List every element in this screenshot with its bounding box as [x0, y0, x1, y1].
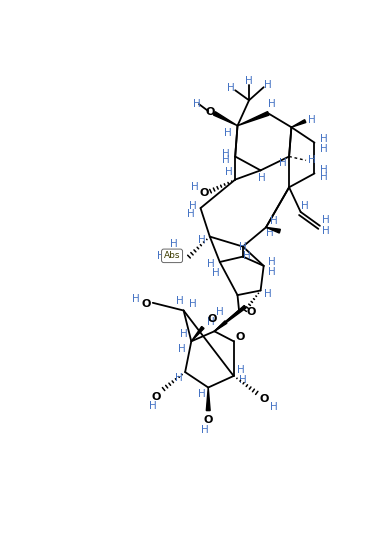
- Text: H: H: [320, 165, 328, 174]
- Text: H: H: [322, 226, 330, 236]
- Text: H: H: [320, 134, 328, 144]
- Text: H: H: [216, 307, 224, 317]
- Text: H: H: [170, 239, 177, 249]
- Text: H: H: [178, 344, 186, 354]
- Text: H: H: [266, 229, 274, 238]
- Text: H: H: [189, 299, 197, 310]
- Text: H: H: [175, 373, 183, 383]
- Text: H: H: [239, 242, 247, 252]
- Text: O: O: [235, 333, 245, 342]
- Text: H: H: [245, 76, 253, 86]
- Polygon shape: [214, 305, 246, 331]
- Polygon shape: [214, 112, 238, 126]
- Text: O: O: [200, 188, 209, 197]
- Polygon shape: [238, 112, 269, 126]
- Text: H: H: [198, 235, 206, 246]
- Text: H: H: [308, 155, 316, 165]
- Text: O: O: [247, 307, 256, 317]
- Text: H: H: [157, 251, 164, 261]
- Text: O: O: [151, 392, 161, 401]
- Text: H: H: [320, 144, 328, 154]
- Polygon shape: [206, 387, 210, 411]
- Text: Abs: Abs: [164, 251, 180, 260]
- Text: H: H: [193, 99, 200, 109]
- Text: H: H: [222, 149, 230, 159]
- Text: H: H: [224, 129, 232, 138]
- Text: H: H: [268, 267, 275, 277]
- Text: H: H: [243, 251, 251, 261]
- Polygon shape: [291, 120, 306, 127]
- Text: O: O: [204, 415, 213, 425]
- Text: H: H: [191, 182, 199, 191]
- Text: H: H: [198, 389, 206, 399]
- Polygon shape: [266, 228, 280, 233]
- Text: H: H: [207, 259, 214, 269]
- Text: H: H: [176, 296, 184, 306]
- Text: O: O: [206, 107, 215, 117]
- Text: H: H: [308, 114, 315, 125]
- Text: O: O: [142, 299, 151, 310]
- Text: H: H: [264, 289, 272, 299]
- Text: H: H: [222, 155, 230, 165]
- Text: H: H: [132, 294, 140, 304]
- Text: H: H: [264, 80, 272, 90]
- Text: H: H: [322, 216, 330, 225]
- Text: H: H: [227, 83, 235, 93]
- Text: O: O: [260, 394, 269, 404]
- Text: H: H: [200, 425, 208, 435]
- Text: H: H: [149, 401, 157, 411]
- Text: H: H: [225, 167, 233, 177]
- Text: H: H: [207, 317, 214, 327]
- Polygon shape: [214, 321, 227, 331]
- Text: H: H: [187, 210, 195, 219]
- Text: O: O: [207, 314, 217, 324]
- Text: H: H: [258, 173, 266, 183]
- Text: H: H: [239, 375, 247, 385]
- Text: H: H: [238, 365, 245, 375]
- Text: H: H: [189, 201, 197, 211]
- Text: H: H: [268, 99, 276, 109]
- Text: H: H: [301, 201, 308, 211]
- Text: H: H: [270, 216, 277, 226]
- Text: H: H: [279, 158, 287, 168]
- Text: H: H: [320, 172, 328, 182]
- Text: H: H: [268, 257, 275, 267]
- Polygon shape: [191, 327, 204, 341]
- Text: H: H: [212, 268, 220, 278]
- Text: H: H: [180, 329, 188, 339]
- Text: H: H: [270, 401, 277, 412]
